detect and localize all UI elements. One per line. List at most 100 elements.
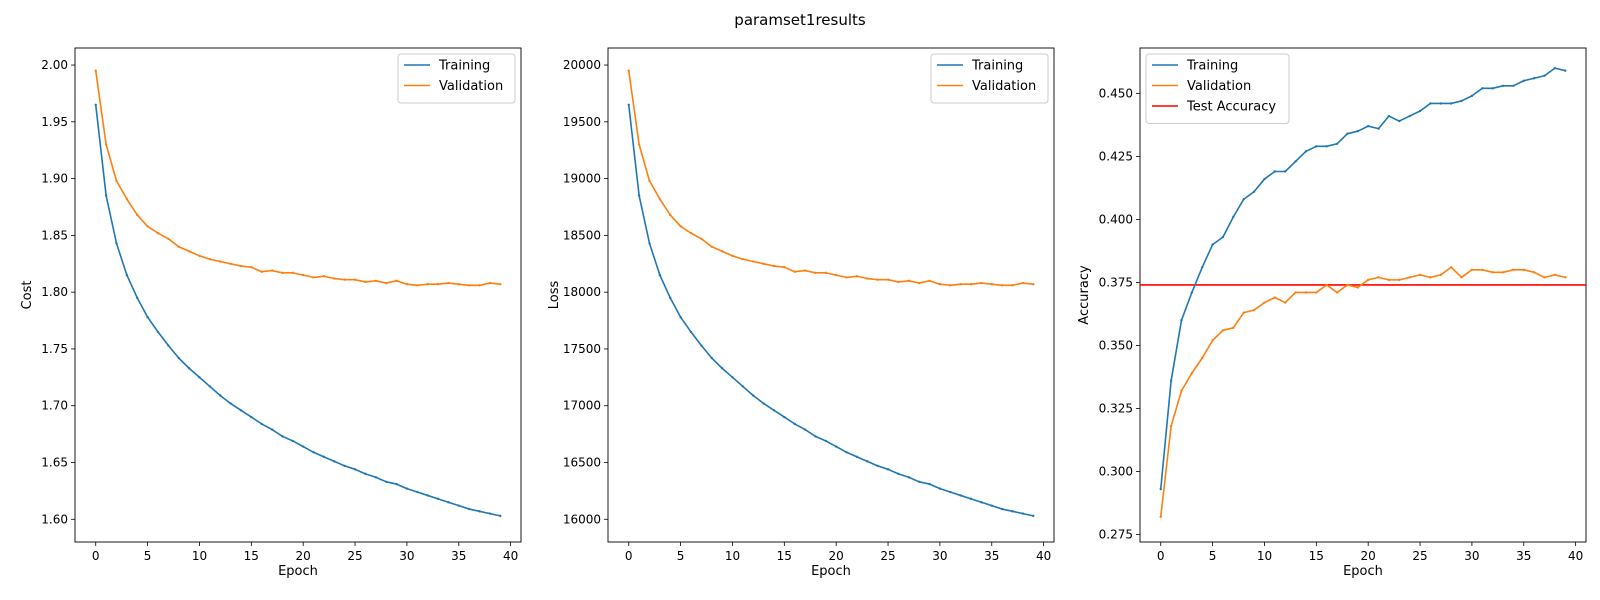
data-point-training — [1532, 77, 1536, 80]
data-point-training — [1366, 124, 1370, 128]
data-point-validation — [752, 260, 755, 263]
data-point-validation — [374, 279, 377, 283]
data-point-validation — [208, 258, 212, 261]
data-point-validation — [1180, 389, 1183, 392]
y-tick-label: 1.95 — [41, 115, 68, 129]
data-point-training — [1190, 291, 1194, 294]
data-point-validation — [1000, 284, 1004, 287]
data-point-training — [1481, 87, 1484, 90]
data-point-training — [980, 501, 983, 504]
data-point-training — [219, 394, 222, 397]
data-point-validation — [1021, 281, 1025, 285]
x-tick-label: 20 — [296, 549, 311, 563]
data-point-training — [720, 367, 724, 370]
data-point-validation — [980, 281, 983, 285]
legend-label: Training — [971, 59, 1023, 74]
data-point-training — [1242, 198, 1245, 201]
data-point-training — [1000, 507, 1004, 511]
data-point-training — [1201, 266, 1204, 269]
data-point-training — [239, 409, 243, 412]
data-point-validation — [260, 270, 263, 273]
data-point-validation — [312, 276, 315, 279]
x-tick-label: 20 — [1361, 549, 1376, 563]
y-axis-label: Loss — [547, 281, 562, 310]
data-point-training — [959, 494, 962, 497]
x-axis-label: Epoch — [1343, 564, 1383, 579]
data-point-training — [426, 494, 429, 497]
data-point-validation — [824, 271, 828, 275]
data-point-validation — [1470, 268, 1474, 271]
data-point-training — [949, 490, 952, 494]
x-tick-label: 25 — [880, 549, 895, 563]
data-point-validation — [793, 270, 796, 273]
data-point-validation — [700, 237, 703, 240]
data-point-training — [876, 464, 879, 468]
x-tick-label: 0 — [92, 549, 100, 563]
y-tick-label: 18500 — [563, 228, 601, 242]
data-point-validation — [1398, 278, 1401, 282]
data-point-validation — [1553, 273, 1557, 277]
data-point-validation — [1242, 311, 1245, 314]
data-point-validation — [1011, 284, 1014, 287]
data-point-training — [1449, 102, 1453, 105]
data-point-validation — [834, 273, 838, 277]
data-point-validation — [229, 262, 232, 265]
data-point-training — [783, 415, 786, 419]
x-tick-label: 5 — [1209, 549, 1217, 563]
data-point-validation — [125, 197, 129, 201]
data-point-validation — [762, 262, 765, 265]
data-point-validation — [198, 254, 201, 258]
data-point-validation — [1284, 301, 1287, 304]
data-point-training — [198, 376, 201, 379]
data-point-validation — [301, 273, 305, 277]
data-point-validation — [187, 250, 191, 253]
data-point-validation — [1211, 339, 1214, 342]
data-point-validation — [658, 197, 662, 201]
data-point-validation — [364, 280, 367, 284]
data-point-training — [1325, 145, 1328, 148]
x-tick-label: 30 — [1464, 549, 1479, 563]
data-point-validation — [1263, 301, 1266, 304]
data-point-training — [395, 482, 398, 486]
legend-box — [930, 53, 1049, 104]
data-point-training — [1021, 512, 1025, 515]
data-point-training — [928, 482, 931, 486]
data-point-validation — [1190, 371, 1194, 375]
legend-label: Test Accuracy — [1186, 100, 1276, 115]
data-point-training — [917, 480, 921, 484]
data-point-validation — [845, 276, 848, 279]
data-point-validation — [1273, 296, 1277, 299]
data-point-validation — [1481, 268, 1484, 271]
x-tick-label: 25 — [347, 549, 362, 563]
data-point-validation — [886, 278, 890, 281]
legend: Training Validation Test Accuracy — [1145, 53, 1290, 124]
data-point-validation — [270, 269, 274, 272]
data-point-training — [167, 344, 170, 347]
data-point-validation — [1366, 278, 1370, 282]
data-point-validation — [177, 245, 180, 248]
y-tick-label: 1.90 — [41, 172, 68, 186]
series-line-training — [94, 104, 501, 517]
data-point-validation — [1294, 291, 1297, 294]
data-point-validation — [1169, 424, 1173, 428]
data-point-validation — [447, 281, 450, 285]
data-point-training — [1232, 215, 1235, 219]
data-point-validation — [1418, 273, 1422, 277]
y-tick-label: 1.75 — [41, 342, 68, 356]
data-point-validation — [876, 278, 879, 281]
y-tick-label: 20000 — [563, 58, 601, 72]
data-point-training — [1263, 177, 1266, 181]
y-tick-label: 16500 — [563, 456, 601, 470]
legend-label: Validation — [1187, 79, 1251, 94]
y-tick-label: 19000 — [563, 172, 601, 186]
data-point-training — [1522, 79, 1525, 82]
data-point-training — [689, 330, 693, 334]
data-point-validation — [1543, 276, 1546, 279]
data-point-validation — [855, 275, 859, 278]
legend-box — [397, 53, 516, 104]
x-tick-label: 10 — [1257, 549, 1272, 563]
data-point-training — [115, 242, 118, 245]
data-point-training — [208, 385, 212, 388]
data-point-validation — [1304, 291, 1308, 294]
data-point-training — [146, 315, 149, 319]
